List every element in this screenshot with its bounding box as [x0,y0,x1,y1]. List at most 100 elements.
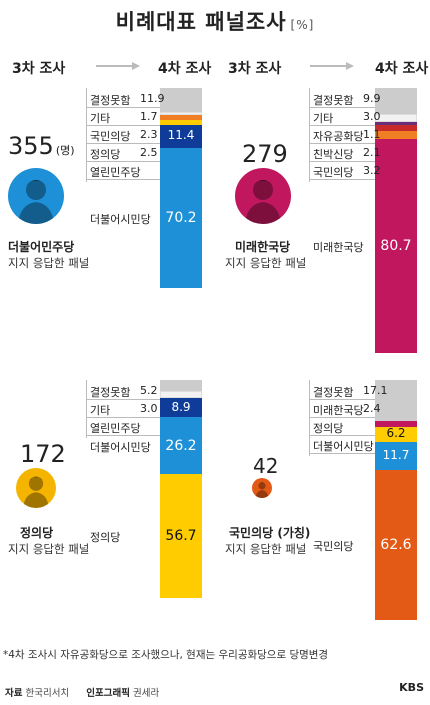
legend-row: 기타 3.0 [313,110,381,126]
bar-value-label: 8.9 [171,399,191,414]
legend-row: 자유공화당 1.1 [313,128,381,144]
legend-label: 기타 [313,112,334,125]
legend-value: 9.9 [363,92,381,105]
bar-value-label: 26.2 [165,437,197,454]
bar-value-label: 80.7 [380,238,412,255]
legend-row: 국민의당 3.2 [313,164,381,180]
count-value: 42 [253,454,279,478]
silhouette-shape [18,180,54,224]
bar-segment [375,114,417,123]
bar-segment [375,139,417,353]
legend-value: 1.1 [363,128,381,141]
count-value: 279 [242,140,288,168]
footnote: *4차 조사시 자유공화당으로 조사했으나, 현재는 우리공화당으로 당명변경 [3,649,329,661]
legend-row: 결정못함 5.2 [90,384,158,400]
count-value: 172 [20,440,66,468]
legend-row: 기타 1.7 [90,110,158,126]
bar-segment [375,426,417,442]
legend-row: 기타 3.0 [90,402,158,418]
legend-row: 정의당 2.5 [90,146,158,162]
person-silhouette-icon [252,478,272,498]
bar-segment [160,380,202,392]
legend-row: 결정못함 11.9 [90,92,165,108]
legend-value: 3.0 [140,402,158,415]
legend-label: 더불어시민당 [90,440,151,454]
leader-line [86,417,160,418]
leader-line [309,179,375,180]
panel-future-korea: 279 미래한국당 지지 응답한 패널 결정못함 9.9 기타 3.0 자유공화당 1.1… [215,88,430,398]
panel-peoples: 42 국민의당 (가칭) 지지 응답한 패널 결정못함 17.1 미래한국당 2.4 6… [215,380,430,690]
arrow-right-icon [310,62,354,70]
leader-line [309,143,375,144]
bar-value-label: 62.6 [380,536,412,553]
header-round4-left: 4차 조사 [158,61,212,77]
legend-label: 결정못함 [90,386,131,399]
source-label: 자료 [5,688,23,699]
legend-bracket [309,380,310,456]
bar-segment [160,115,202,120]
legend-row: 결정못함 17.1 [313,384,388,400]
bar-segment [160,119,202,125]
leader-line [309,125,375,126]
legend-label: 미래한국당 [313,241,364,255]
legend-label: 국민의당 [90,130,131,143]
panel-count: 279 [242,140,290,168]
leader-line [309,161,375,162]
legend-label: 정의당 [313,422,344,435]
panel-party: 정의당 [20,526,54,540]
legend-bracket [86,380,87,438]
header-round4-right: 4차 조사 [375,61,429,77]
title-text: 비례대표 패널조사 [115,10,287,34]
graphic-label: 인포그래픽 [86,688,130,699]
legend-label: 기타 [90,404,111,417]
legend-label: 정의당 [90,148,121,161]
leader-line [309,417,375,418]
person-silhouette-icon [235,168,291,224]
panel-count: 172 [20,440,68,468]
chart-title: 비례대표 패널조사 [%] [0,6,430,36]
bar-value-label: 11.7 [382,447,410,462]
leader-line [86,399,160,400]
bar-segment [160,147,202,288]
bar-segment [375,130,417,140]
legend-label: 결정못함 [313,386,354,399]
legend-value: 11.9 [140,92,165,105]
stacked-bar [375,380,417,620]
person-silhouette-icon [8,168,64,224]
legend-value: 17.1 [363,384,388,397]
panel-subtitle: 지지 응답한 패널 [225,256,307,270]
panel-subtitle: 지지 응답한 패널 [8,256,90,270]
legend-value: 2.1 [363,146,381,159]
person-silhouette-icon [16,468,56,508]
arrow-right-icon [96,62,140,70]
bar-segment [375,380,417,422]
leader-line [309,435,375,436]
header-round3-left: 3차 조사 [12,61,66,77]
silhouette-shape [23,476,49,508]
count-unit: (명) [55,144,75,157]
legend-label: 열린민주당 [90,166,141,179]
kbs-logo: KBS [399,681,424,694]
legend-value: 1.7 [140,110,158,123]
source-value: 한국리서치 [25,688,70,699]
panel-party: 미래한국당 [235,240,291,254]
bar-segment [160,417,202,475]
legend-label: 결정못함 [313,94,354,107]
legend-label: 미래한국당 [313,404,364,417]
stacked-bar [160,380,202,598]
leader-line [86,125,160,126]
bar-segment [375,122,417,126]
count-value: 355 [8,132,54,160]
legend-row: 친박신당 2.1 [313,146,381,162]
legend-bracket [309,88,310,182]
legend-label: 더불어시민당 [313,440,374,453]
legend-bracket [86,88,87,182]
stacked-bar [375,88,417,353]
panel-party: 더불어민주당 [8,240,75,254]
bar-segment [375,125,417,131]
legend-row: 미래한국당 2.4 [313,402,381,418]
legend-value: 3.0 [363,110,381,123]
unit-label: [%] [290,18,315,32]
legend-value: 2.4 [363,402,381,415]
panel-subtitle: 지지 응답한 패널 [225,542,307,556]
